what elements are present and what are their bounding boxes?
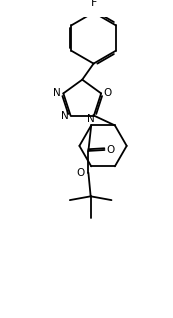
Text: N: N <box>87 114 95 124</box>
Text: N: N <box>61 111 68 121</box>
Text: O: O <box>77 168 85 178</box>
Text: O: O <box>106 145 115 155</box>
Text: O: O <box>103 88 112 98</box>
Text: F: F <box>90 0 97 8</box>
Text: N: N <box>53 88 61 98</box>
